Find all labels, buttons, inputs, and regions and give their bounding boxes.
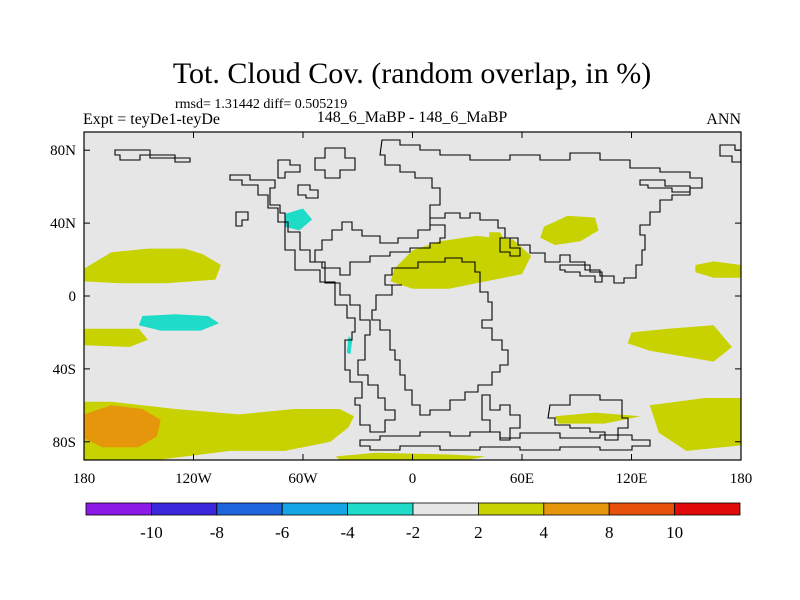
anomaly-region-3 xyxy=(335,452,486,460)
colorbar-label-1: -8 xyxy=(210,523,224,542)
colorbar-label-6: 4 xyxy=(540,523,549,542)
colorbar-swatch-7 xyxy=(543,502,610,516)
colorbar-swatch-6 xyxy=(477,502,545,516)
colorbar-swatch-4 xyxy=(347,502,414,516)
y-tick-label-2: 0 xyxy=(69,289,77,305)
experiment-label: Expt = teyDe1-teyDe xyxy=(83,111,220,128)
y-tick-label-3: 40S xyxy=(53,362,76,378)
anomaly-region-9 xyxy=(649,398,741,451)
colorbar-swatch-3 xyxy=(281,502,349,516)
colorbar-label-4: -2 xyxy=(406,523,420,542)
x-tick-label-5: 120E xyxy=(616,471,648,487)
anomaly-region-12 xyxy=(138,314,219,331)
anomaly-region-11 xyxy=(84,405,161,448)
y-tick-label-1: 40N xyxy=(50,216,76,232)
anomaly-region-10 xyxy=(554,412,641,424)
colorbar-swatch-8 xyxy=(608,502,676,516)
anomaly-region-13 xyxy=(284,208,313,231)
anomaly-regions xyxy=(84,208,741,460)
anomaly-region-4 xyxy=(390,235,532,289)
stats-label: rmsd= 1.31442 diff= 0.505219 xyxy=(175,97,347,112)
x-tick-label-2: 60W xyxy=(288,471,318,487)
x-tick-label-0: 180 xyxy=(73,471,96,487)
anomaly-region-7 xyxy=(695,261,741,278)
anomaly-region-5 xyxy=(540,215,599,245)
season-label: ANN xyxy=(706,111,741,128)
anomaly-region-14 xyxy=(346,336,353,355)
center-label: 148_6_MaBP - 148_6_MaBP xyxy=(317,109,508,126)
x-tick-label-3: 0 xyxy=(409,471,417,487)
y-axis: 80N 40N 0 40S 80S xyxy=(50,143,741,451)
continent-outlines xyxy=(114,139,741,451)
colorbar-label-2: -6 xyxy=(275,523,289,542)
colorbar-swatch-5 xyxy=(412,502,479,516)
x-tick-label-1: 120W xyxy=(175,471,213,487)
colorbar-swatch-9 xyxy=(674,502,741,516)
colorbar-label-0: -10 xyxy=(140,523,163,542)
chart-title: Tot. Cloud Cov. (random overlap, in %) xyxy=(173,57,651,90)
colorbar-swatch-2 xyxy=(216,502,283,516)
colorbar-label-3: -4 xyxy=(341,523,356,542)
colorbar-swatch-0 xyxy=(85,502,152,516)
x-tick-label-4: 60E xyxy=(510,471,534,487)
y-tick-label-0: 80N xyxy=(50,143,76,159)
anomaly-region-8 xyxy=(627,325,732,362)
colorbar-label-5: 2 xyxy=(474,523,483,542)
colorbar-swatch-1 xyxy=(150,502,218,516)
y-tick-label-4: 80S xyxy=(53,435,76,451)
anomaly-region-0 xyxy=(84,248,221,284)
colorbar-label-8: 10 xyxy=(666,523,683,542)
anomaly-region-1 xyxy=(84,328,148,347)
colorbar-label-7: 8 xyxy=(605,523,614,542)
colorbar: -10 -8 -6 -4 -2 2 4 8 10 xyxy=(85,502,741,542)
x-tick-label-6: 180 xyxy=(730,471,753,487)
x-axis: 180 120W 60W 0 60E 120E 180 xyxy=(73,132,753,487)
